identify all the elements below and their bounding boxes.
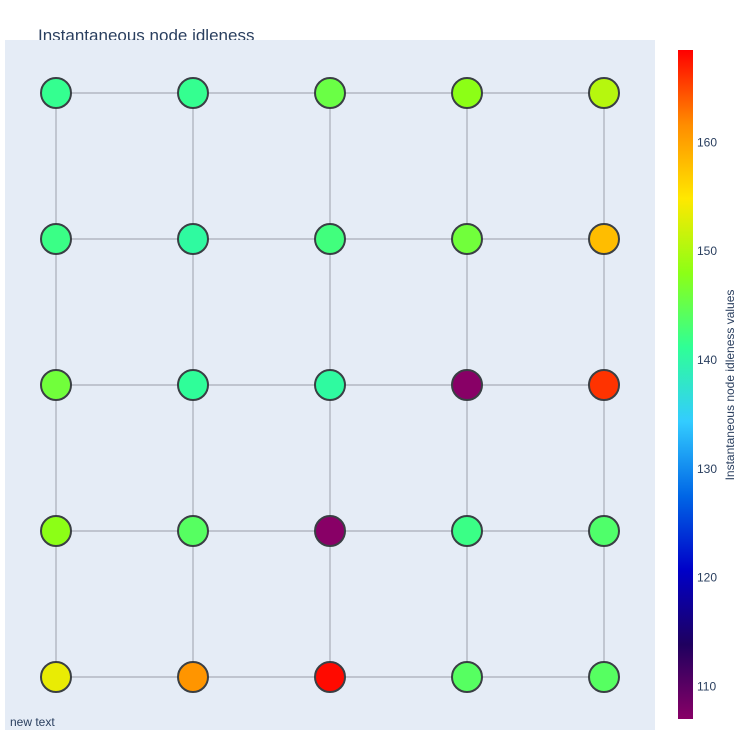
colorbar-tick-label: 130 (697, 462, 717, 476)
graph-node[interactable] (588, 223, 620, 255)
graph-node[interactable] (588, 369, 620, 401)
annotation-text: new text (10, 715, 55, 729)
colorbar-gradient (678, 50, 693, 719)
graph-node[interactable] (314, 77, 346, 109)
graph-node[interactable] (40, 661, 72, 693)
graph-node[interactable] (588, 77, 620, 109)
colorbar-tick-label: 150 (697, 244, 717, 258)
graph-node[interactable] (451, 369, 483, 401)
colorbar-tick-label: 160 (697, 135, 717, 149)
colorbar-tick-label: 120 (697, 571, 717, 585)
graph-node[interactable] (314, 369, 346, 401)
graph-node[interactable] (588, 515, 620, 547)
graph-node[interactable] (451, 515, 483, 547)
graph-node[interactable] (177, 661, 209, 693)
graph-node[interactable] (451, 77, 483, 109)
graph-node[interactable] (314, 661, 346, 693)
graph-node[interactable] (177, 369, 209, 401)
graph-node[interactable] (451, 223, 483, 255)
colorbar-tick-label: 110 (697, 679, 716, 693)
graph-node[interactable] (40, 515, 72, 547)
colorbar: 110 120 130 140 150 160 Instantaneous node id… (678, 50, 737, 719)
graph-nodes (40, 77, 620, 693)
colorbar-tick-label: 140 (697, 353, 717, 367)
graph-node[interactable] (40, 77, 72, 109)
graph-node[interactable] (177, 223, 209, 255)
colorbar-ticks: 110 120 130 140 150 160 (697, 135, 717, 693)
graph-node[interactable] (314, 223, 346, 255)
graph-node[interactable] (177, 77, 209, 109)
graph-node[interactable] (177, 515, 209, 547)
graph-node[interactable] (40, 369, 72, 401)
graph-node[interactable] (40, 223, 72, 255)
colorbar-title: Instantaneous node idleness values (723, 290, 737, 481)
graph-node[interactable] (588, 661, 620, 693)
graph-node[interactable] (451, 661, 483, 693)
graph-node[interactable] (314, 515, 346, 547)
